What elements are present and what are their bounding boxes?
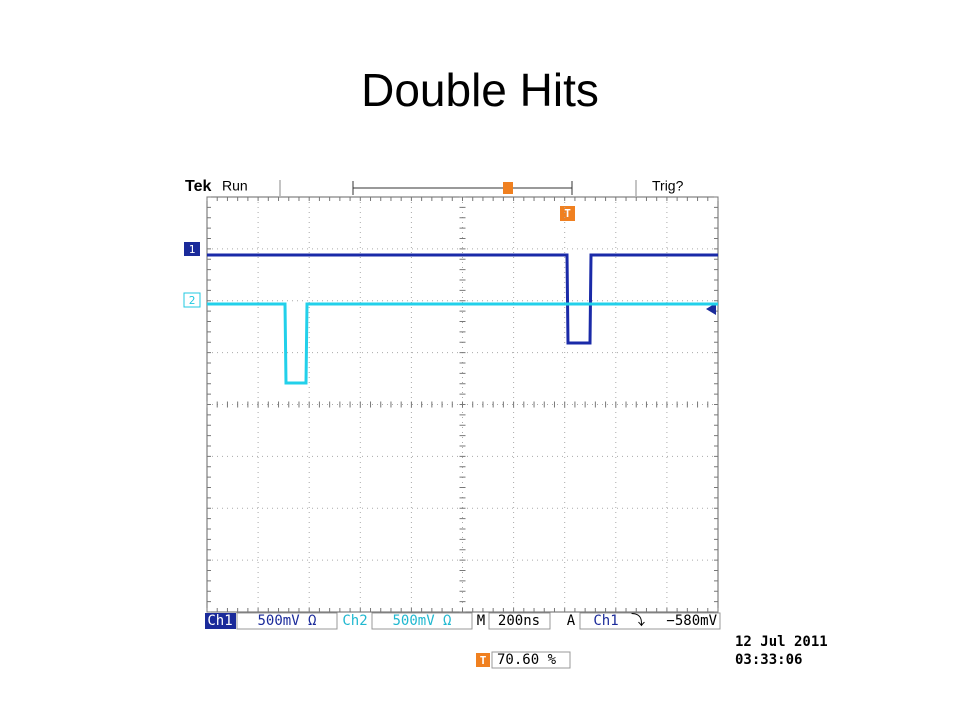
ch1-scale: 500mV Ω: [257, 613, 316, 629]
time: 03:33:06: [735, 652, 802, 668]
ch2-marker: 2: [189, 294, 196, 307]
trigger-label: A: [567, 613, 576, 629]
window-marker: [503, 182, 513, 194]
trigger-slope: ⤵: [631, 613, 645, 629]
trigger-level: −580mV: [666, 613, 717, 629]
ch2-label: Ch2: [342, 613, 367, 629]
ch1-label: Ch1: [207, 613, 232, 629]
trigger-source: Ch1: [593, 613, 618, 629]
ch1-trace: [207, 253, 718, 345]
trigger-marker-box: [560, 206, 575, 221]
ch2-scale: 500mV Ω: [392, 613, 451, 629]
ch1-scale-box: [236, 612, 338, 630]
trigger-box: [579, 612, 721, 630]
trigger-state: Trig?: [652, 178, 684, 194]
trigger-level-arrow: [706, 303, 716, 315]
ch2-marker-box: [183, 292, 201, 308]
ch1-marker: 1: [189, 243, 196, 256]
position-box: [491, 651, 571, 669]
trigger-position: 70.60 %: [497, 652, 557, 668]
position-marker: T: [480, 654, 487, 667]
run-state: Run: [222, 178, 248, 194]
trigger-marker: T: [564, 207, 571, 220]
slide-title: Double Hits: [361, 64, 599, 116]
position-marker-box: [476, 653, 490, 667]
ch1-label-box: [205, 613, 236, 629]
ch2-trace: [207, 302, 718, 385]
time-label: M: [477, 613, 485, 629]
ch1-marker-box: [184, 242, 200, 256]
brand: Tek: [185, 178, 211, 195]
graticule: [206, 196, 719, 613]
time-scale: 200ns: [498, 613, 540, 629]
date: 12 Jul 2011: [735, 634, 828, 650]
time-scale-box: [488, 612, 551, 630]
ch2-scale-box: [371, 612, 473, 630]
